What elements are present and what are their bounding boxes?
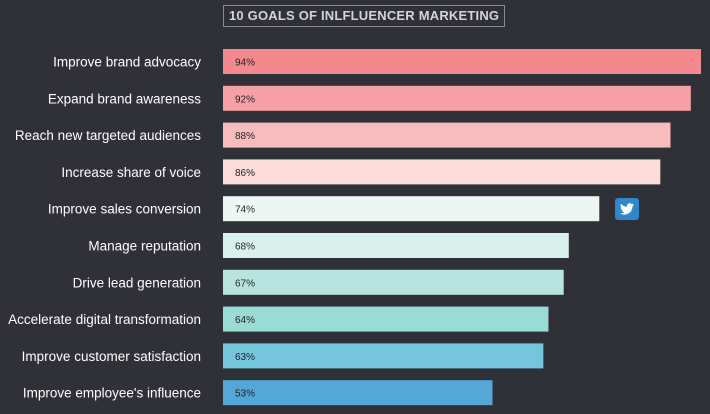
bar-6 xyxy=(223,233,569,258)
bar-7 xyxy=(223,269,564,295)
bar-3 xyxy=(223,122,671,148)
category-label: Reach new targeted audiences xyxy=(15,128,201,143)
value-label: 64% xyxy=(235,315,255,326)
value-label: 67% xyxy=(235,278,255,289)
category-label: Improve sales conversion xyxy=(48,202,201,217)
category-label: Improve employee's influence xyxy=(23,386,201,401)
value-label: 94% xyxy=(235,58,255,69)
chart-title: 10 GOALS OF INLFLUENCER MARKETING xyxy=(223,5,506,27)
value-label: 86% xyxy=(235,168,255,179)
bar-5 xyxy=(223,196,600,222)
category-label: Manage reputation xyxy=(88,239,201,254)
value-label: 53% xyxy=(235,389,255,400)
value-label: 88% xyxy=(235,131,255,142)
category-label: Improve brand advocacy xyxy=(53,55,201,70)
bar-4 xyxy=(223,159,661,185)
value-label: 63% xyxy=(235,352,255,363)
category-label: Expand brand awareness xyxy=(48,91,201,106)
twitter-share-button[interactable] xyxy=(615,198,639,220)
bar-8 xyxy=(223,306,549,332)
bar-2 xyxy=(223,85,691,111)
value-label: 74% xyxy=(235,205,255,216)
category-label: Accelerate digital transformation xyxy=(8,312,201,327)
category-label: Improve customer satisfaction xyxy=(22,349,201,364)
category-label: Drive lead generation xyxy=(73,275,201,290)
category-label: Increase share of voice xyxy=(61,165,201,180)
value-label: 68% xyxy=(235,242,255,253)
twitter-icon xyxy=(620,203,634,215)
bar-1 xyxy=(223,49,701,74)
value-label: 92% xyxy=(235,94,255,105)
bar-9 xyxy=(223,343,544,369)
bar-10 xyxy=(223,380,493,406)
